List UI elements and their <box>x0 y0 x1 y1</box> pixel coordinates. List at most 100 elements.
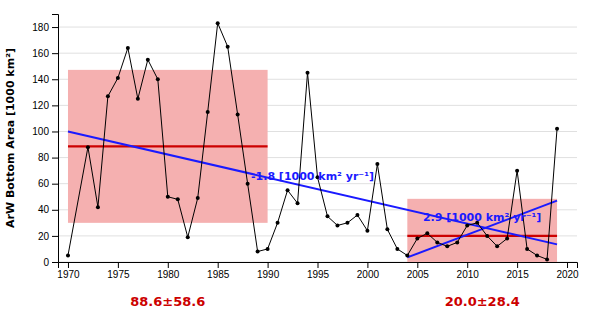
point <box>156 77 160 81</box>
tick-mark <box>367 262 368 268</box>
trend-label: 2.9 [1000 km² yr⁻¹] <box>423 211 541 224</box>
tick-mark <box>52 210 58 211</box>
point <box>375 162 379 166</box>
stat-label: 88.6±58.6 <box>130 294 205 309</box>
tick: 160 <box>32 48 58 59</box>
tick: 140 <box>32 74 58 85</box>
marks <box>66 21 559 262</box>
tick-label: 1970 <box>57 269 80 280</box>
tick-label: 80 <box>38 152 50 163</box>
point <box>206 110 210 114</box>
point <box>485 234 489 238</box>
tick: 1975 <box>107 262 130 280</box>
tick-mark <box>467 262 468 268</box>
point <box>106 94 110 98</box>
tick-label: 1975 <box>107 269 130 280</box>
tick-mark <box>118 262 119 268</box>
tick: 40 <box>38 204 58 215</box>
tick: 1970 <box>57 262 80 280</box>
tick: 1980 <box>157 262 180 280</box>
tick-mark <box>52 262 58 263</box>
mean-line <box>68 145 268 147</box>
tick-label: 20 <box>38 231 50 242</box>
tick-label: 60 <box>38 178 50 189</box>
tick: 1990 <box>257 262 280 280</box>
tick-mark <box>517 262 518 268</box>
point <box>535 253 539 257</box>
tick-mark <box>52 158 58 159</box>
point <box>495 244 499 248</box>
point <box>136 97 140 101</box>
point <box>256 250 260 254</box>
tick-label: 1980 <box>157 269 180 280</box>
tick: 2015 <box>506 262 529 280</box>
point <box>325 214 329 218</box>
point <box>296 201 300 205</box>
tick-label: 2000 <box>357 269 380 280</box>
tick-label: 2015 <box>506 269 529 280</box>
point <box>306 71 310 75</box>
axis-line <box>52 15 59 263</box>
tick-mark <box>417 262 418 268</box>
point <box>266 247 270 251</box>
grid <box>58 27 577 262</box>
point <box>276 221 280 225</box>
point <box>555 127 559 131</box>
tick: 180 <box>32 22 58 33</box>
y-axis: 0 20 40 60 80 100 120 140 160 180 <box>32 15 58 268</box>
tick: 80 <box>38 152 58 163</box>
tick-label: 100 <box>32 126 49 137</box>
tick-label: 1990 <box>257 269 280 280</box>
point <box>146 58 150 62</box>
trend-label: -1.8 [1000 km² yr⁻¹] <box>251 170 374 183</box>
point <box>395 247 399 251</box>
tick-label: 160 <box>32 48 49 59</box>
series-line <box>68 23 557 259</box>
point <box>66 253 70 257</box>
tick-mark <box>52 53 58 54</box>
stat-label: 20.0±28.4 <box>445 294 520 309</box>
plot-area: 1970 1975 1980 1985 1990 1995 2000 2005 2010 2015… <box>32 15 579 310</box>
tick-label: 2020 <box>556 269 579 280</box>
tick-label: 0 <box>43 257 49 268</box>
point <box>525 247 529 251</box>
tick-mark <box>567 262 568 268</box>
point <box>286 188 290 192</box>
grid-line <box>58 27 577 28</box>
point <box>365 229 369 233</box>
tick-label: 2010 <box>457 269 480 280</box>
point <box>405 253 409 257</box>
tick-mark <box>52 79 58 80</box>
point <box>545 257 549 261</box>
grid-line <box>58 53 577 54</box>
tick-mark <box>52 236 58 237</box>
tick: 1995 <box>307 262 330 280</box>
point <box>116 76 120 80</box>
tick: 120 <box>32 100 58 111</box>
point <box>246 182 250 186</box>
tick-mark <box>52 184 58 185</box>
point <box>345 221 349 225</box>
chart: 1970 1975 1980 1985 1990 1995 2000 2005 2010 2015… <box>0 0 593 324</box>
point <box>216 21 220 25</box>
point <box>166 195 170 199</box>
point <box>236 113 240 117</box>
grid-line <box>58 235 577 236</box>
point <box>425 231 429 235</box>
tick: 1985 <box>207 262 230 280</box>
point <box>335 223 339 227</box>
tick-label: 2005 <box>407 269 430 280</box>
tick-mark <box>52 27 58 28</box>
point <box>385 227 389 231</box>
point <box>465 223 469 227</box>
point <box>86 145 90 149</box>
tick-label: 40 <box>38 204 50 215</box>
tick-label: 1995 <box>307 269 330 280</box>
point <box>96 205 100 209</box>
x-axis: 1970 1975 1980 1985 1990 1995 2000 2005 2010 2015… <box>57 262 579 280</box>
tick-mark <box>268 262 269 268</box>
tick-label: 140 <box>32 74 49 85</box>
tick: 2005 <box>407 262 430 280</box>
tick-label: 1985 <box>207 269 230 280</box>
tick: 0 <box>43 257 58 268</box>
